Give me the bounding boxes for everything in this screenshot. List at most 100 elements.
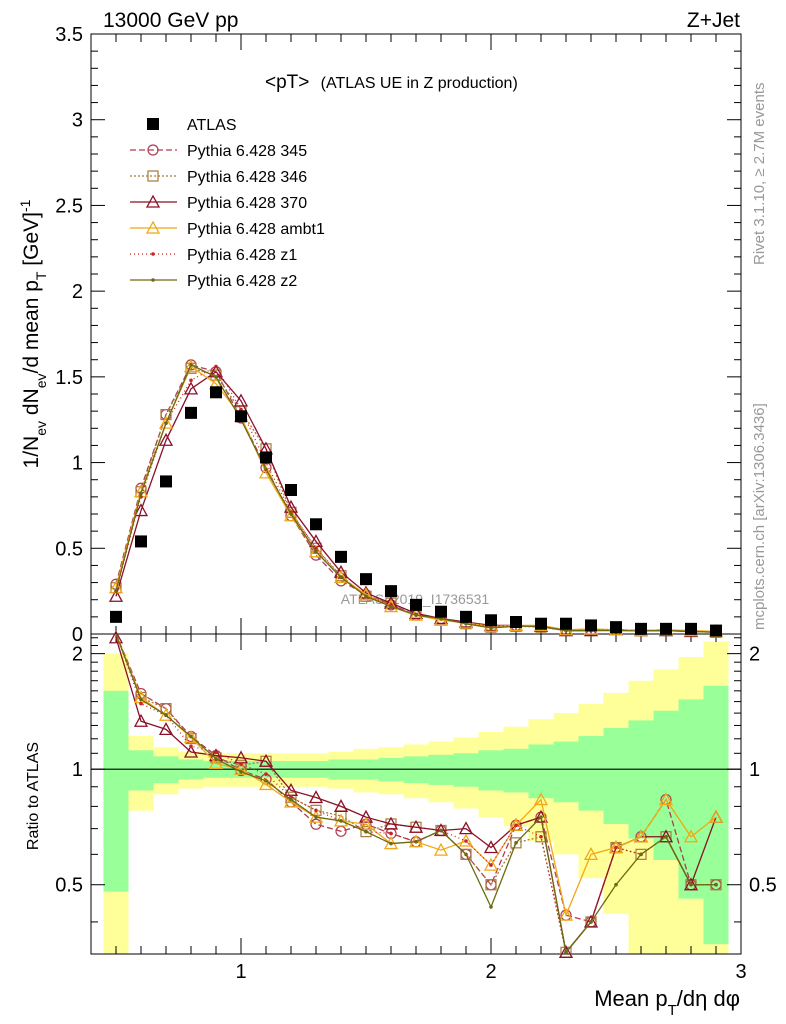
- ratio-marker: [189, 734, 193, 739]
- data-point: [710, 624, 722, 637]
- main-series: [108, 359, 724, 638]
- data-point: [685, 622, 697, 635]
- ratio-marker: [485, 879, 497, 891]
- ratio-marker: [708, 809, 724, 823]
- ratio-marker: [539, 834, 543, 839]
- series-marker: [258, 465, 274, 479]
- ratio-marker: [510, 837, 522, 849]
- ratio-marker: [535, 831, 547, 843]
- ratio-y-tick-label: 1: [72, 759, 83, 781]
- ratio-marker: [158, 707, 174, 721]
- data-point: [160, 475, 172, 488]
- legend-label: Pythia 6.428 ambt1: [187, 221, 325, 238]
- ratio-marker: [264, 779, 268, 783]
- ratio-marker: [439, 828, 443, 833]
- data-point: [135, 535, 147, 548]
- ratio-marker: [108, 630, 124, 644]
- band-inner: [453, 753, 479, 787]
- series-marker: [408, 606, 424, 620]
- ratio-marker: [483, 857, 499, 871]
- ratio-marker: [314, 808, 318, 813]
- ratio-marker: [383, 816, 399, 830]
- band-inner: [553, 741, 579, 803]
- band-inner: [478, 750, 504, 791]
- plot-title: <pT> (ATLAS UE in Z production): [265, 72, 518, 93]
- ratio-marker: [214, 757, 218, 761]
- ratio-marker: [433, 842, 449, 856]
- ratio-marker: [464, 839, 468, 843]
- y-tick-label: 2: [72, 281, 83, 303]
- data-point: [360, 573, 372, 586]
- mcplots-reference-text: mcplots.cern.ch [arXiv:1306.3436]: [751, 403, 768, 630]
- ratio-marker: [258, 753, 274, 767]
- series-marker: [489, 626, 493, 630]
- ratio-marker: [658, 829, 674, 843]
- data-point: [235, 410, 247, 423]
- data-point: [585, 619, 597, 632]
- ratio-marker: [533, 809, 549, 823]
- ratio-marker: [233, 761, 249, 775]
- series-marker: [158, 432, 174, 446]
- y-tick-label: 2.5: [55, 195, 83, 217]
- ratio-marker: [664, 834, 668, 839]
- series-marker: [189, 378, 193, 383]
- plot-title-main: <pT>: [265, 72, 309, 93]
- legend-marker: [145, 194, 161, 208]
- series-marker: [308, 544, 324, 558]
- ratio-marker: [314, 815, 318, 819]
- y-tick-label: 3: [72, 110, 83, 132]
- data-point: [435, 605, 447, 618]
- legend-marker: [147, 170, 159, 182]
- ratio-y-tick-label: 2: [72, 644, 83, 666]
- series-marker: [158, 415, 174, 429]
- data-point: [285, 484, 297, 496]
- x-tick-label: 3: [735, 961, 746, 983]
- ratio-marker: [633, 829, 649, 843]
- ratio-marker: [308, 790, 324, 804]
- data-point: [660, 622, 672, 635]
- ratio-marker: [339, 819, 343, 823]
- ratio-marker: [164, 713, 168, 718]
- data-point: [110, 610, 122, 623]
- ratio-marker: [310, 804, 322, 816]
- ratio-marker: [589, 920, 593, 924]
- ratio-marker: [389, 841, 393, 846]
- band-inner: [503, 748, 529, 793]
- ratio-marker: [183, 730, 199, 744]
- ratio-marker: [185, 732, 197, 745]
- ratio-marker: [614, 882, 618, 887]
- ratio-marker: [158, 722, 174, 736]
- ratio-marker: [583, 846, 599, 860]
- ratio-marker: [389, 831, 393, 836]
- ratio-marker: [558, 944, 574, 958]
- series-marker: [114, 589, 118, 593]
- legend-label: Pythia 6.428 346: [187, 169, 307, 186]
- legend-label: Pythia 6.428 z2: [187, 273, 297, 290]
- legend-marker: [147, 144, 159, 156]
- ratio-y-tick-label: 0.5: [749, 875, 777, 897]
- series-marker: [289, 512, 293, 516]
- data-point: [535, 617, 547, 630]
- band-inner: [703, 685, 729, 945]
- ratio-marker: [464, 852, 468, 857]
- ratio-marker: [239, 762, 243, 766]
- y-tick-label: 1: [72, 453, 83, 475]
- ratio-marker: [433, 823, 449, 837]
- series-marker: [214, 375, 218, 379]
- ratio-marker: [264, 772, 268, 776]
- ratio-marker: [364, 829, 368, 834]
- ratio-marker: [310, 818, 322, 830]
- ratio-y-tick-label: 2: [749, 644, 760, 666]
- ratio-marker: [489, 863, 493, 867]
- ratio-marker: [458, 833, 474, 847]
- ratio-y-axis-label: Ratio to ATLAS: [25, 742, 42, 850]
- band-inner: [128, 750, 154, 791]
- band-inner: [628, 720, 654, 839]
- ratio-y-tick-label: 1: [749, 759, 760, 781]
- data-point: [310, 518, 322, 531]
- series-marker: [414, 613, 418, 617]
- ratio-marker: [683, 829, 699, 843]
- ratio-marker: [714, 882, 718, 887]
- ratio-marker: [308, 809, 324, 823]
